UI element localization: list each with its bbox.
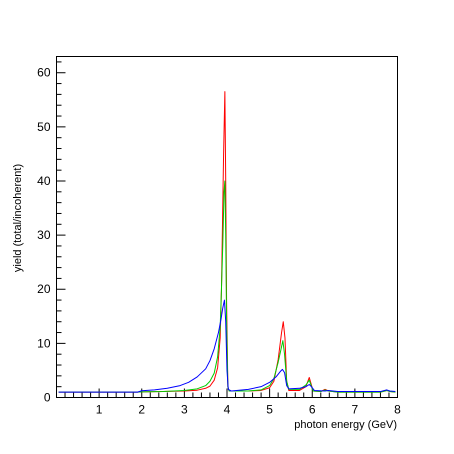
- y-tick-label: 30: [37, 228, 51, 242]
- y-axis-title: yield (total/incoherent): [12, 164, 24, 272]
- series-group: [58, 91, 396, 393]
- y-tick-label: 20: [37, 282, 51, 296]
- y-tick-label: 50: [37, 120, 51, 134]
- y-tick-label: 60: [37, 66, 51, 80]
- x-tick-label: 2: [138, 403, 145, 417]
- x-tick-label: 8: [394, 403, 401, 417]
- axis-ticks: [56, 61, 398, 398]
- x-tick-label: 4: [224, 403, 231, 417]
- x-tick-label: 5: [266, 403, 273, 417]
- y-tick-label: 10: [37, 336, 51, 350]
- y-tick-label: 40: [37, 174, 51, 188]
- x-tick-label: 3: [181, 403, 188, 417]
- x-tick-label: 7: [352, 403, 359, 417]
- tick-labels: 1 2 3 4 5 6 7 8 0 10 20 30 40 50 60: [37, 66, 401, 417]
- x-tick-label: 6: [309, 403, 316, 417]
- x-axis-title: photon energy (GeV): [294, 419, 397, 431]
- x-tick-label: 1: [96, 403, 103, 417]
- y-tick-label: 0: [44, 391, 51, 405]
- series-line-3: [58, 299, 396, 393]
